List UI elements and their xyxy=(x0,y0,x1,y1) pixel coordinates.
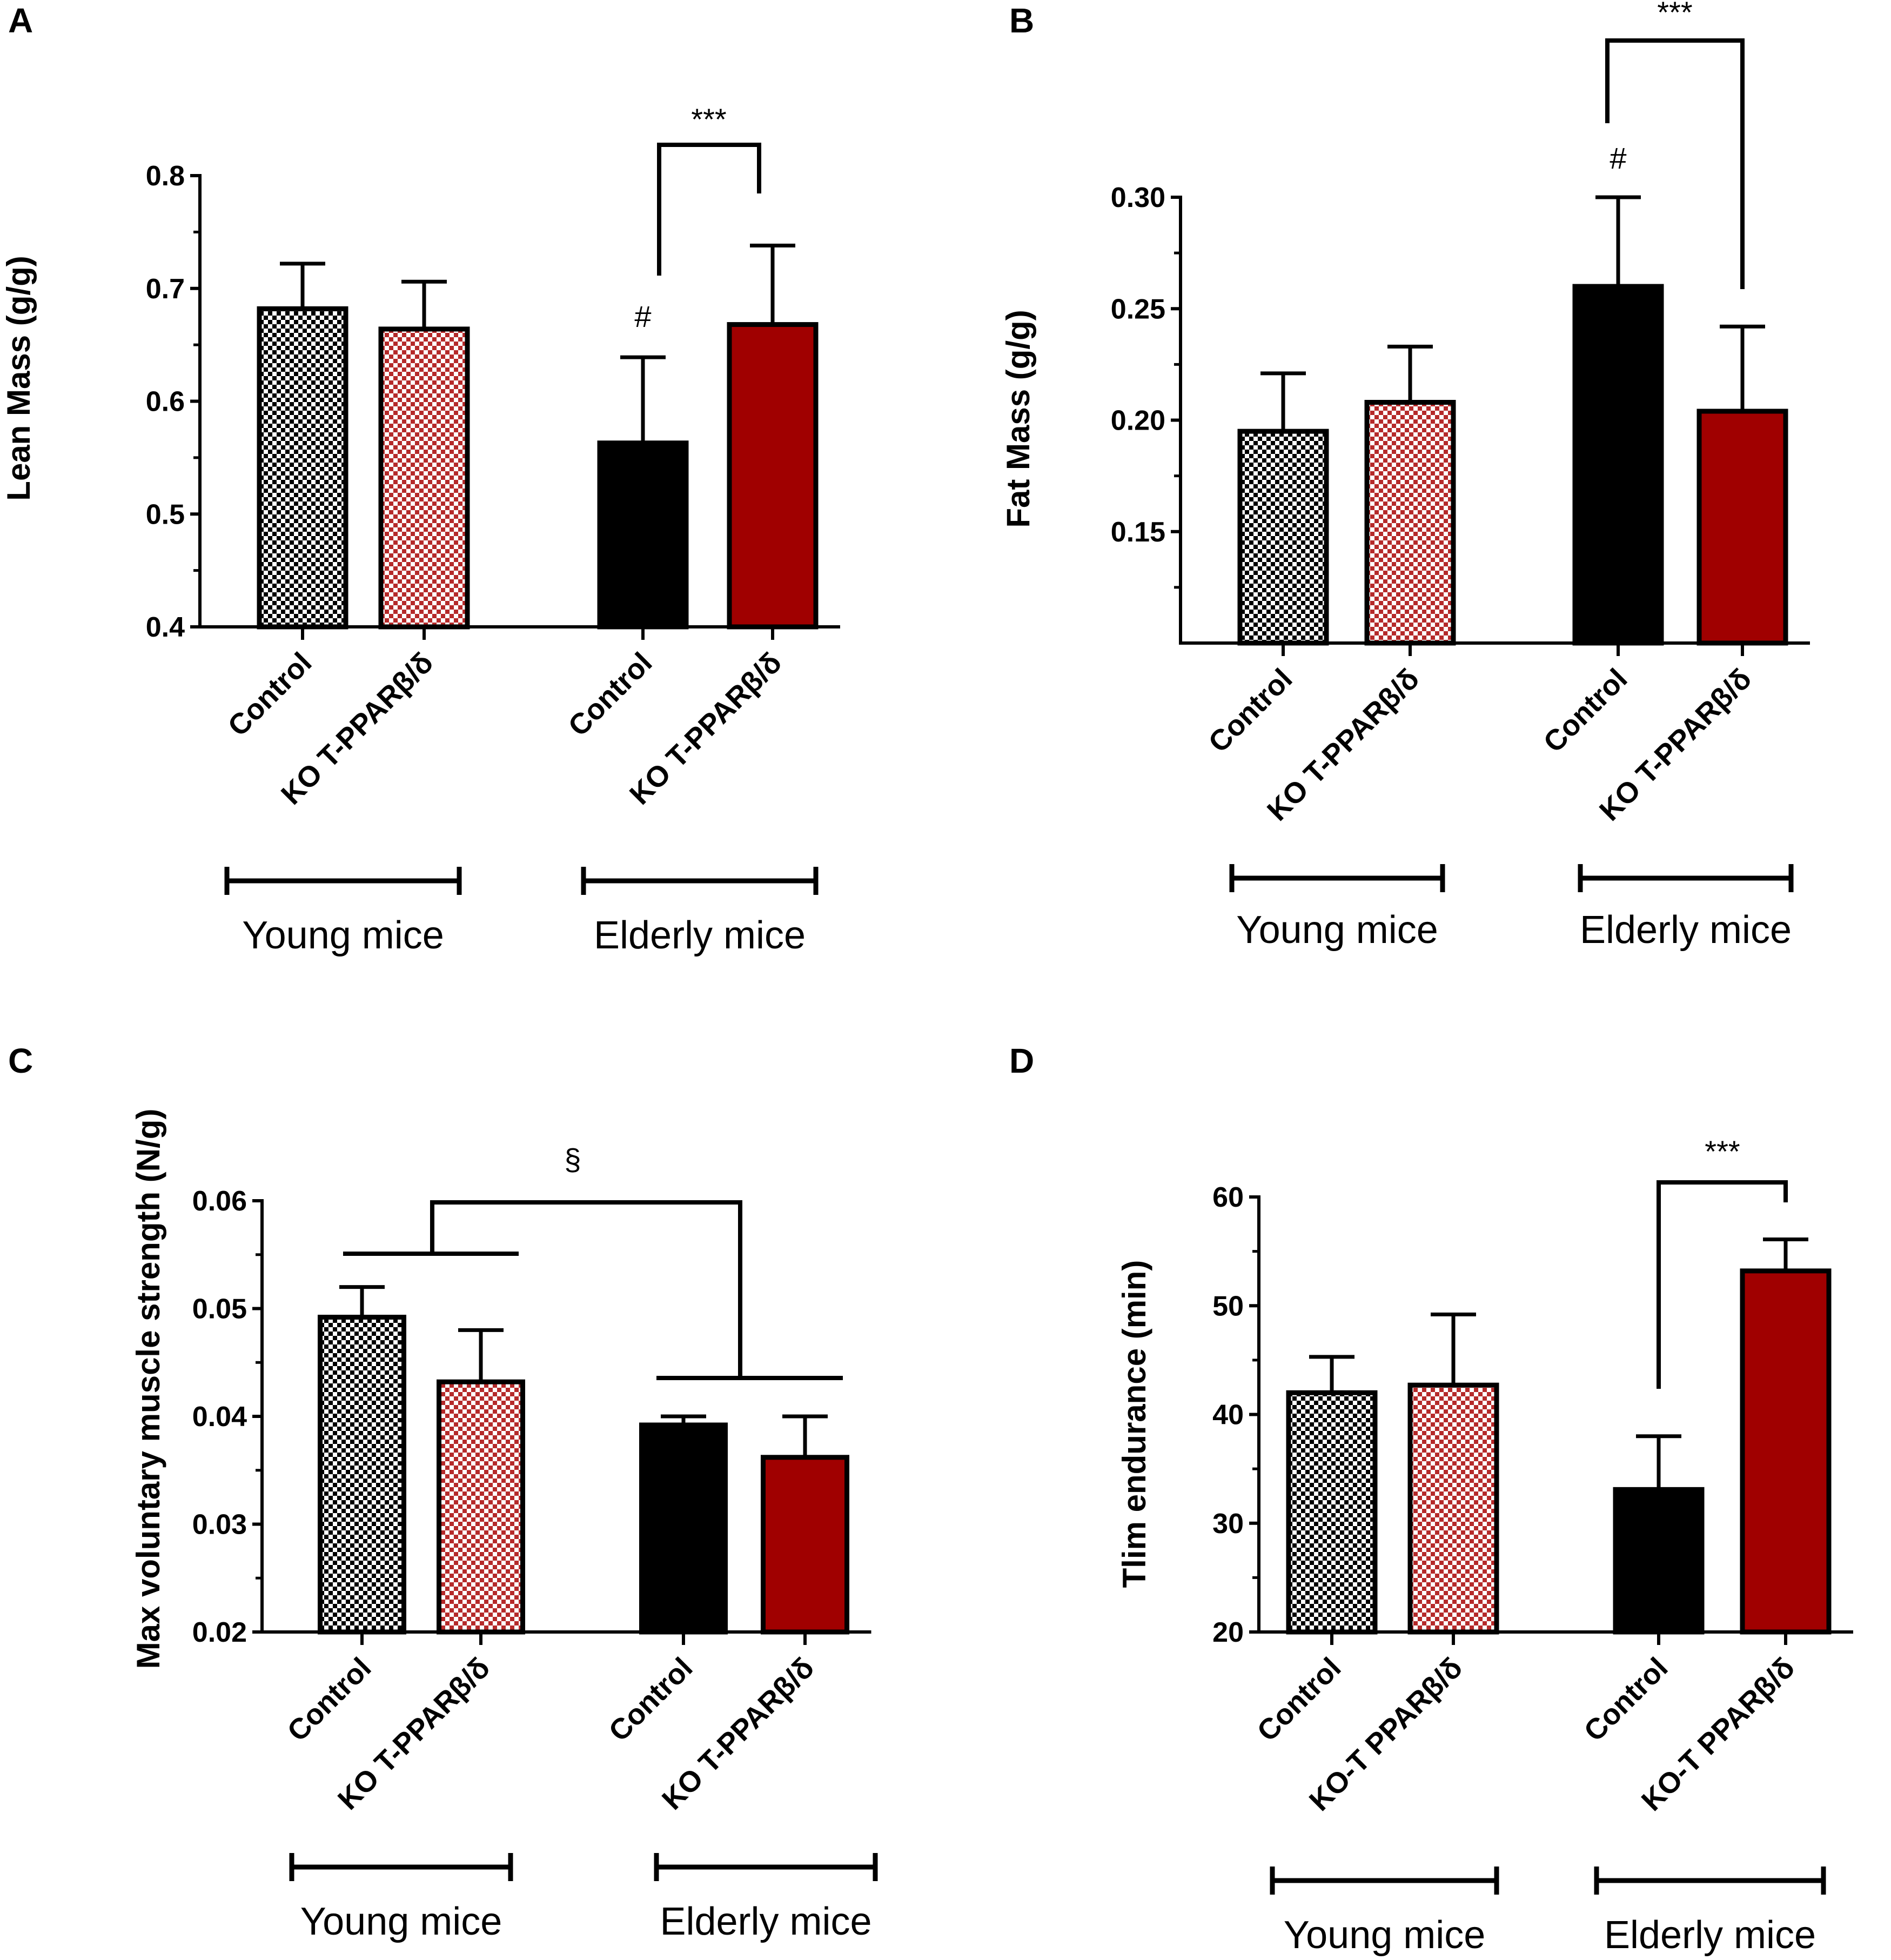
y-tick-label: 20 xyxy=(1212,1617,1244,1648)
bar xyxy=(257,306,348,630)
group-label: Elderly mice xyxy=(1604,1914,1816,1957)
panel-letter-c: C xyxy=(8,1041,33,1080)
bar xyxy=(727,322,819,630)
panel-letter-d: D xyxy=(1009,1041,1034,1080)
significance-bracket xyxy=(430,1200,742,1378)
bar xyxy=(1696,409,1788,646)
y-tick-label: 60 xyxy=(1212,1182,1244,1213)
bar xyxy=(318,1314,406,1635)
x-category-label: Control xyxy=(222,646,318,742)
x-category-label: Control xyxy=(1251,1651,1347,1748)
significance-stars: *** xyxy=(1657,0,1692,29)
y-tick-label: 0.25 xyxy=(1111,293,1165,325)
y-tick-label: 0.02 xyxy=(192,1617,247,1648)
group-label: Elderly mice xyxy=(1580,908,1792,952)
y-tick-label: 0.04 xyxy=(192,1401,247,1433)
bar xyxy=(437,1379,525,1635)
y-tick-label: 0.06 xyxy=(192,1186,247,1217)
group-label: Young mice xyxy=(1236,908,1438,952)
group-label: Elderly mice xyxy=(594,914,806,957)
y-tick-label: 30 xyxy=(1212,1508,1244,1540)
y-tick-label: 0.15 xyxy=(1111,517,1165,548)
y-tick-label: 0.20 xyxy=(1111,405,1165,437)
bar xyxy=(1572,284,1664,646)
section-annotation: § xyxy=(564,1142,581,1176)
bar xyxy=(1286,1390,1378,1635)
panel-a-chart: A 0.4 0.5 0.6 0.7 0.8 # *** Lean Mass (g/g) C… xyxy=(1,1,840,957)
y-axis-label: Max voluntary muscle strength (N/g) xyxy=(130,1109,166,1669)
y-tick-label: 0.7 xyxy=(146,273,185,305)
y-tick-label: 0.5 xyxy=(146,499,185,530)
y-tick-label: 0.03 xyxy=(192,1509,247,1541)
y-tick-label: 0.6 xyxy=(146,386,185,418)
x-category-label: Control xyxy=(1202,663,1298,759)
group-label: Young mice xyxy=(300,1900,502,1943)
panel-d-chart: D 20 30 40 50 60 *** Tlim endurance (min) Co… xyxy=(1009,1041,1853,1957)
group-label: Elderly mice xyxy=(660,1900,871,1943)
y-axis-label: Lean Mass (g/g) xyxy=(1,256,37,500)
x-category-label: Control xyxy=(281,1651,377,1748)
y-axis-label: Fat Mass (g/g) xyxy=(1000,310,1036,527)
hash-annotation: # xyxy=(1610,141,1626,175)
group-label: Young mice xyxy=(242,914,444,957)
panel-c-chart: C 0.02 0.03 0.04 0.05 0.06 § Max voluntary m… xyxy=(8,1041,878,1943)
y-tick-label: 40 xyxy=(1212,1400,1244,1431)
significance-bracket xyxy=(1657,1180,1788,1389)
panel-b-chart: B 0.15 0.20 0.25 0.30 # *** Fat Mass (g/g) C… xyxy=(1000,0,1810,952)
significance-stars: *** xyxy=(691,102,726,136)
significance-stars: *** xyxy=(1705,1134,1740,1168)
bar xyxy=(1237,429,1329,646)
group-label: Young mice xyxy=(1284,1914,1486,1957)
bar xyxy=(1740,1268,1832,1635)
bar xyxy=(597,440,689,630)
bar xyxy=(378,326,470,630)
y-tick-label: 0.05 xyxy=(192,1294,247,1325)
y-tick-label: 0.30 xyxy=(1111,182,1165,213)
x-category-label: Control xyxy=(1578,1651,1674,1748)
x-category-label: Control xyxy=(1537,663,1633,759)
significance-bracket xyxy=(1605,38,1745,289)
bar xyxy=(639,1422,728,1635)
hash-annotation: # xyxy=(634,299,651,333)
bar xyxy=(761,1455,849,1635)
panel-letter-b: B xyxy=(1009,1,1034,40)
y-tick-label: 0.4 xyxy=(146,612,185,643)
y-tick-label: 50 xyxy=(1212,1290,1244,1322)
bar xyxy=(1613,1487,1705,1635)
x-category-label: Control xyxy=(562,646,658,742)
panel-letter-a: A xyxy=(8,1,33,40)
bar xyxy=(1364,400,1456,646)
x-category-label: Control xyxy=(602,1651,699,1748)
bar xyxy=(1407,1382,1499,1635)
y-axis-label: Tlim endurance (min) xyxy=(1116,1260,1152,1588)
y-tick-label: 0.8 xyxy=(146,160,185,192)
significance-bracket xyxy=(657,143,761,276)
